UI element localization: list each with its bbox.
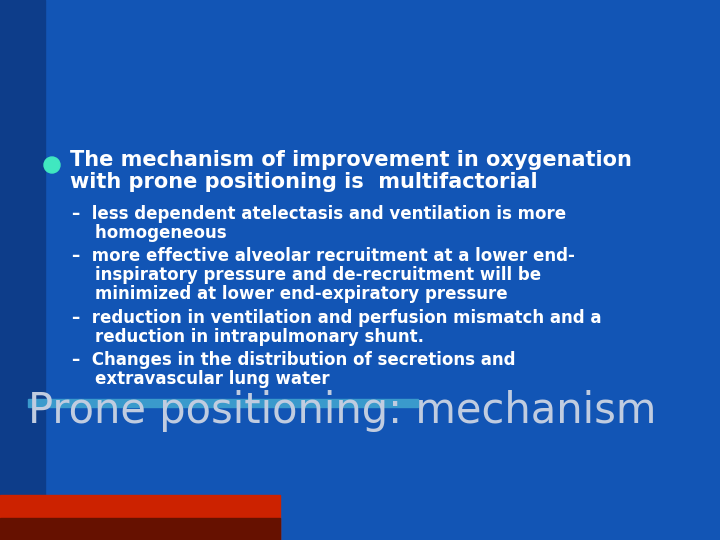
Text: extravascular lung water: extravascular lung water (72, 370, 330, 388)
Bar (639, 370, 659, 465)
Bar (594, 370, 614, 465)
Circle shape (44, 157, 60, 173)
Bar (585, 370, 605, 465)
Bar (666, 370, 686, 465)
Bar (28, 399, 418, 407)
Text: –  reduction in ventilation and perfusion mismatch and a: – reduction in ventilation and perfusion… (72, 309, 601, 327)
Bar (684, 370, 704, 465)
Bar (0, 518, 280, 540)
Bar (657, 370, 677, 465)
Text: Prone positioning: mechanism: Prone positioning: mechanism (28, 390, 657, 432)
Bar (450, 370, 470, 465)
Bar (522, 370, 542, 465)
Bar (549, 370, 569, 465)
Bar (396, 370, 416, 465)
Bar (459, 370, 479, 465)
Bar (675, 370, 695, 465)
Bar (567, 370, 587, 465)
Text: The mechanism of improvement in oxygenation: The mechanism of improvement in oxygenat… (70, 150, 632, 170)
Text: minimized at lower end-expiratory pressure: minimized at lower end-expiratory pressu… (72, 285, 508, 303)
Bar (369, 370, 389, 465)
Bar (558, 370, 578, 465)
Text: homogeneous: homogeneous (72, 224, 227, 242)
Bar (378, 370, 398, 465)
Text: with prone positioning is  multifactorial: with prone positioning is multifactorial (70, 172, 538, 192)
Bar (432, 370, 452, 465)
Text: –  less dependent atelectasis and ventilation is more: – less dependent atelectasis and ventila… (72, 205, 566, 223)
Bar (441, 370, 461, 465)
Text: –  Changes in the distribution of secretions and: – Changes in the distribution of secreti… (72, 351, 516, 369)
Bar (405, 370, 425, 465)
Bar (495, 370, 515, 465)
Text: reduction in intrapulmonary shunt.: reduction in intrapulmonary shunt. (72, 328, 424, 346)
Bar (468, 370, 488, 465)
Bar (513, 370, 533, 465)
Bar (702, 370, 720, 465)
Bar (621, 370, 641, 465)
Text: –  more effective alveolar recruitment at a lower end-: – more effective alveolar recruitment at… (72, 247, 575, 265)
Text: inspiratory pressure and de-recruitment will be: inspiratory pressure and de-recruitment … (72, 266, 541, 284)
Bar (360, 370, 380, 465)
Bar (711, 370, 720, 465)
Bar (630, 370, 650, 465)
Bar (603, 370, 623, 465)
Bar (0, 0, 45, 540)
Bar (486, 370, 506, 465)
Bar (0, 0, 45, 540)
Bar (387, 370, 407, 465)
Bar (531, 370, 551, 465)
Bar (423, 370, 443, 465)
Bar (540, 370, 560, 465)
Bar (612, 370, 632, 465)
Bar (414, 370, 434, 465)
Bar (693, 370, 713, 465)
Bar (504, 370, 524, 465)
Bar (360, 370, 720, 465)
Bar (576, 370, 596, 465)
Bar (477, 370, 497, 465)
Bar (0, 495, 280, 540)
Bar (648, 370, 668, 465)
